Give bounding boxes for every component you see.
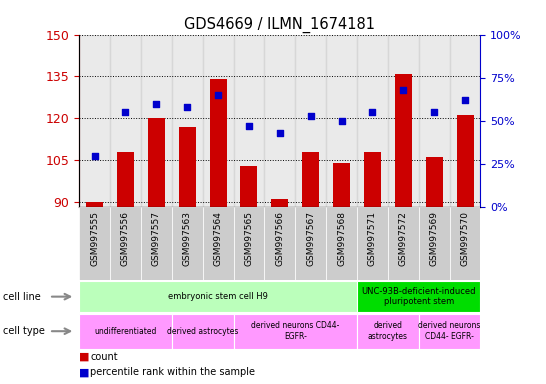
Bar bbox=[240, 166, 258, 207]
Point bbox=[337, 118, 346, 124]
Title: GDS4669 / ILMN_1674181: GDS4669 / ILMN_1674181 bbox=[185, 17, 375, 33]
Bar bbox=[203, 207, 234, 280]
Bar bbox=[326, 207, 357, 280]
Text: derived
astrocytes: derived astrocytes bbox=[368, 321, 408, 341]
Bar bbox=[357, 35, 388, 207]
Bar bbox=[172, 35, 203, 207]
Bar bbox=[234, 207, 264, 280]
Bar bbox=[364, 152, 381, 207]
Bar bbox=[357, 314, 419, 349]
Text: GSM997568: GSM997568 bbox=[337, 211, 346, 266]
Point bbox=[183, 104, 192, 110]
Text: derived neurons
CD44- EGFR-: derived neurons CD44- EGFR- bbox=[418, 321, 481, 341]
Bar bbox=[117, 152, 134, 207]
Point bbox=[121, 109, 130, 116]
Bar bbox=[141, 35, 172, 207]
Bar bbox=[357, 281, 480, 312]
Bar bbox=[110, 35, 141, 207]
Text: GSM997572: GSM997572 bbox=[399, 211, 408, 266]
Text: GSM997565: GSM997565 bbox=[245, 211, 253, 266]
Bar bbox=[203, 35, 234, 207]
Text: percentile rank within the sample: percentile rank within the sample bbox=[90, 367, 255, 377]
Bar bbox=[388, 207, 419, 280]
Point bbox=[399, 87, 408, 93]
Bar bbox=[388, 35, 419, 207]
Bar bbox=[79, 281, 357, 312]
Bar bbox=[419, 207, 449, 280]
Bar bbox=[333, 163, 350, 207]
Point bbox=[430, 109, 438, 116]
Bar bbox=[79, 35, 110, 207]
Point bbox=[245, 123, 253, 129]
Point bbox=[213, 92, 222, 98]
Point bbox=[276, 130, 284, 136]
Point bbox=[306, 113, 315, 119]
Text: GSM997569: GSM997569 bbox=[430, 211, 438, 266]
Text: GSM997563: GSM997563 bbox=[183, 211, 192, 266]
Text: GSM997557: GSM997557 bbox=[152, 211, 161, 266]
Bar bbox=[234, 35, 264, 207]
Text: GSM997571: GSM997571 bbox=[368, 211, 377, 266]
Bar bbox=[295, 207, 326, 280]
Bar bbox=[79, 314, 172, 349]
Text: derived astrocytes: derived astrocytes bbox=[167, 327, 239, 336]
Bar bbox=[419, 35, 449, 207]
Bar bbox=[210, 79, 227, 207]
Bar bbox=[141, 207, 172, 280]
Bar bbox=[326, 35, 357, 207]
Text: cell type: cell type bbox=[3, 326, 45, 336]
Point bbox=[152, 101, 161, 107]
Text: derived neurons CD44-
EGFR-: derived neurons CD44- EGFR- bbox=[251, 321, 340, 341]
Text: GSM997555: GSM997555 bbox=[90, 211, 99, 266]
Bar bbox=[110, 207, 141, 280]
Text: ■: ■ bbox=[79, 352, 90, 362]
Point bbox=[461, 97, 470, 103]
Text: count: count bbox=[90, 352, 118, 362]
Text: ■: ■ bbox=[79, 367, 90, 377]
Text: GSM997564: GSM997564 bbox=[213, 211, 223, 266]
Bar bbox=[449, 207, 480, 280]
Bar bbox=[86, 202, 103, 207]
Text: embryonic stem cell H9: embryonic stem cell H9 bbox=[168, 292, 268, 301]
Text: UNC-93B-deficient-induced
pluripotent stem: UNC-93B-deficient-induced pluripotent st… bbox=[361, 287, 476, 306]
Bar bbox=[302, 152, 319, 207]
Bar bbox=[234, 314, 357, 349]
Bar bbox=[271, 199, 288, 207]
Text: GSM997570: GSM997570 bbox=[460, 211, 470, 266]
Point bbox=[368, 109, 377, 116]
Bar bbox=[264, 35, 295, 207]
Text: GSM997556: GSM997556 bbox=[121, 211, 130, 266]
Bar bbox=[357, 207, 388, 280]
Text: GSM997566: GSM997566 bbox=[275, 211, 284, 266]
Bar bbox=[456, 115, 473, 207]
Bar bbox=[172, 207, 203, 280]
Text: cell line: cell line bbox=[3, 291, 40, 302]
Bar bbox=[79, 207, 110, 280]
Bar bbox=[419, 314, 480, 349]
Point bbox=[90, 152, 99, 159]
Bar bbox=[172, 314, 234, 349]
Bar bbox=[426, 157, 443, 207]
Bar bbox=[148, 118, 165, 207]
Bar bbox=[295, 35, 326, 207]
Bar bbox=[395, 74, 412, 207]
Bar bbox=[264, 207, 295, 280]
Text: undifferentiated: undifferentiated bbox=[94, 327, 157, 336]
Text: GSM997567: GSM997567 bbox=[306, 211, 315, 266]
Bar bbox=[449, 35, 480, 207]
Bar bbox=[179, 127, 195, 207]
